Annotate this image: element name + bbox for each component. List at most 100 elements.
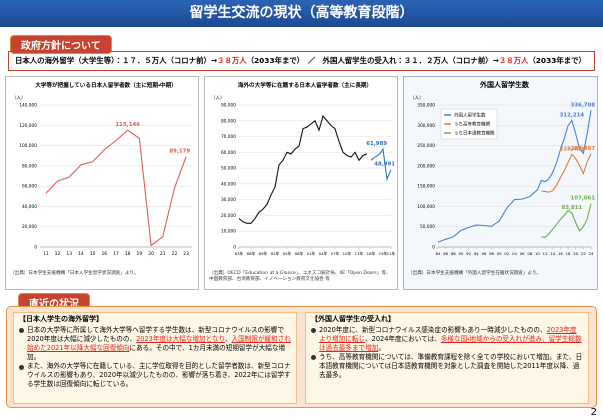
text: 日本の大学等に所属して海外大学等へ留学する学生数は、新型コロナウイルスの影響で2… <box>27 325 284 343</box>
x-tick-label: 16 <box>558 251 563 256</box>
x-tick-label: 21年 <box>387 251 396 256</box>
bullet: また、海外の大学等に在籍している、主に学位取得を目的とした留学者数は、新型コロナ… <box>19 362 291 389</box>
chart-title: 海外の大学等に在籍する日本人留学者数（主に長期） <box>238 81 372 89</box>
x-tick-label: 22 <box>581 251 586 256</box>
x-tick-label: 12 <box>543 251 548 256</box>
legend-label: 外国人留学生数 <box>454 112 486 119</box>
value-label: 89,179 <box>169 149 190 155</box>
value-label: 107,061 <box>570 196 595 202</box>
y-tick-label: 100,000 <box>417 204 435 210</box>
x-tick-label: 10 <box>535 251 540 256</box>
x-tick-label: 01年 <box>307 251 316 256</box>
x-tick-label: 04年 <box>319 251 328 256</box>
value-label: 115,146 <box>115 122 140 128</box>
legend-label: うち日本語教育機関 <box>454 130 495 137</box>
bullet-dot <box>19 364 24 370</box>
x-tick-label: 00 <box>497 251 502 256</box>
x-tick-label: 90 <box>459 251 464 256</box>
x-tick-label: 13 <box>66 251 72 257</box>
series-line <box>541 203 592 238</box>
y-tick-label: 40,000 <box>221 181 236 187</box>
x-tick-label: 22 <box>172 251 178 257</box>
chart-panel: 大学等が把握している日本人留学者数（主に短期・中期） （人） 11 12 13 14 15 1… <box>5 76 199 290</box>
y-tick-label: 0 <box>432 245 435 251</box>
x-tick-label: 83年 <box>235 251 244 256</box>
bullet: うち、高等教育機関については、準備教育課程を除く全ての学校において増加。また、日… <box>311 353 583 380</box>
emphasis-text: ３８万人 <box>498 56 529 65</box>
y-tick-label: 140,000 <box>19 103 37 109</box>
x-tick-label: 10年 <box>343 251 352 256</box>
y-tick-label: 80,000 <box>221 118 236 124</box>
chart: 海外の大学等に在籍する日本人留学者数（主に長期）（人）83年 86年 89年 92年 9… <box>211 81 396 256</box>
x-tick-label: 19 <box>137 251 143 257</box>
x-tick-label: 20 <box>148 251 154 257</box>
text: 日本人の海外留学（大学生等）：１７．５万人（コロナ前）→ <box>15 56 218 65</box>
value-label: 61,989 <box>366 141 387 147</box>
emphasis-text: 2023年度より増加に転じ <box>319 325 577 343</box>
x-tick-label: 14 <box>550 251 555 256</box>
x-tick-label: 07年 <box>331 251 340 256</box>
x-tick-label: 95年 <box>283 251 292 256</box>
x-tick-label: 17 <box>113 251 119 257</box>
x-tick-label: 16 <box>101 251 107 257</box>
emphasis-text: 多様な国・地域からの受入れが進み、留学生総数は過去最多まで増加 <box>319 334 582 352</box>
y-tick-label: 20,000 <box>221 213 236 219</box>
y-tick-label: 250,000 <box>417 143 435 149</box>
value-label: 228,403 <box>560 146 585 152</box>
x-tick-label: 92年 <box>271 251 280 256</box>
y-tick-label: 0 <box>233 245 236 251</box>
series-line <box>238 114 368 224</box>
panel-heading: 【外国人留学生の受入れ】 <box>311 315 395 323</box>
y-tick-label: 70,000 <box>221 134 236 140</box>
x-tick-label: 13年 <box>355 251 364 256</box>
chart-title: 外国人留学生数 <box>479 80 530 89</box>
chart-panel: 海外の大学等に在籍する日本人留学者数（主に長期） （人） 83年 86年 89年 92年 9… <box>204 76 398 290</box>
x-tick-label: 89年 <box>259 251 268 256</box>
value-label: 229,467 <box>570 146 595 152</box>
y-tick-label: 120,000 <box>19 123 37 129</box>
chart: 大学等が把握している日本人留学者数（主に短期・中期） （人） 11 12 13 14 15 1… <box>12 81 192 257</box>
x-tick-label: 15 <box>90 251 96 257</box>
x-tick-label: 20 <box>573 251 578 256</box>
chart-source: （出典）日本学生支援機構「日本人学生留学状況調査」より。 <box>10 271 139 276</box>
x-tick-label: 94 <box>474 251 479 256</box>
policy-line: 日本人の海外留学（大学生等）：１７．５万人（コロナ前）→３８万人（2033年まで… <box>8 51 595 71</box>
bullet: 日本の大学等に所属して海外大学等へ留学する学生数は、新型コロナウイルスの影響で2… <box>19 326 291 362</box>
x-tick-label: 06 <box>520 251 525 256</box>
chart: 外国人留学生数 （人） 84 86 88 90 92 94 96 98 00 02 04 06 08 10 12… <box>410 80 595 256</box>
x-tick-label: 12 <box>55 251 61 257</box>
chart-source: （出典）OECD「Education at a Glance」、ユネスコ統計局、… <box>209 271 391 283</box>
text: 2020年度に、新型コロナウイルス感染症の影響もあり一時減少したものの、 <box>319 325 547 334</box>
header-title: 留学生交流の現状（高等教育段階） <box>0 0 603 27</box>
x-tick-label: 18 <box>566 251 571 256</box>
section-label: 政府方針について <box>10 35 112 54</box>
y-tick-label: 150,000 <box>417 184 435 190</box>
text: うち、高等教育機関については、準備教育課程を除く全ての学校において増加。また、日… <box>319 352 583 380</box>
x-tick-label: 24 <box>589 251 594 256</box>
series-line <box>370 147 392 182</box>
y-tick-label: 10,000 <box>221 229 236 235</box>
status-panel: 【日本人学生の海外留学】日本の大学等に所属して海外大学等へ留学する学生数は、新型… <box>13 312 297 404</box>
text: にある。その中で、1カ月未満の短期留学が大幅な増加。 <box>27 343 286 361</box>
x-tick-label: 98年 <box>295 251 304 256</box>
panel-heading: 【日本人学生の海外留学】 <box>19 315 103 323</box>
text: 、2024年度においては、 <box>365 334 441 343</box>
emphasis-text: ３８万人 <box>217 56 247 65</box>
y-tick-label: 50,000 <box>420 224 435 230</box>
text: （2033年まで） <box>528 56 586 65</box>
text: また、海外の大学等に在籍している、主に学位取得を目的とした留学者数は、新型コロナ… <box>27 362 291 389</box>
page-number: 2 <box>590 407 597 418</box>
x-tick-label: 04 <box>512 251 517 256</box>
text: （2033年まで） ／ 外国人留学生の受入れ：３１．２万人（コロナ前）→ <box>246 56 499 65</box>
y-tick-label: 300,000 <box>417 123 435 129</box>
y-tick-label: 350,000 <box>417 103 435 109</box>
bullet-dot <box>311 355 316 361</box>
y-tick-label: 60,000 <box>22 184 37 190</box>
x-tick-label: 96 <box>481 251 486 256</box>
bullet-dot <box>19 328 24 334</box>
y-tick-label: 20,000 <box>22 224 37 230</box>
value-label: 48,991 <box>374 162 395 168</box>
emphasis-text: 2023年度は大幅な増加となり <box>136 334 225 343</box>
axis-label: （人） <box>211 95 225 101</box>
